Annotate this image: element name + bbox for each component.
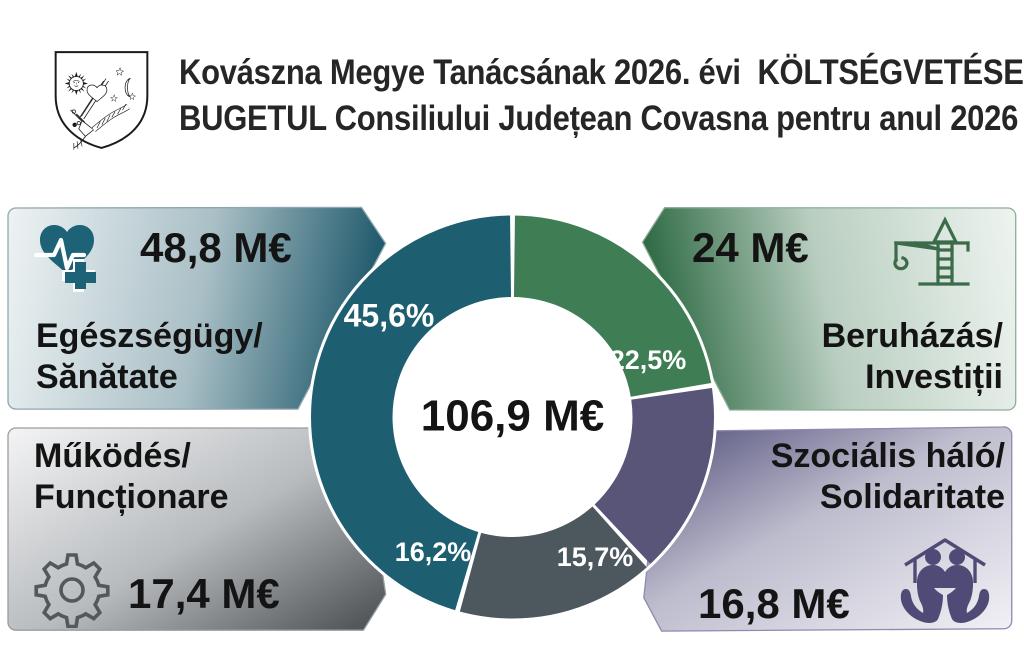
svg-text:45,6%: 45,6% — [344, 297, 435, 333]
svg-text:16,2%: 16,2% — [395, 537, 472, 567]
svg-text:22,5%: 22,5% — [610, 345, 687, 375]
svg-text:15,7%: 15,7% — [557, 542, 634, 572]
svg-text:106,9 M€: 106,9 M€ — [421, 392, 604, 441]
